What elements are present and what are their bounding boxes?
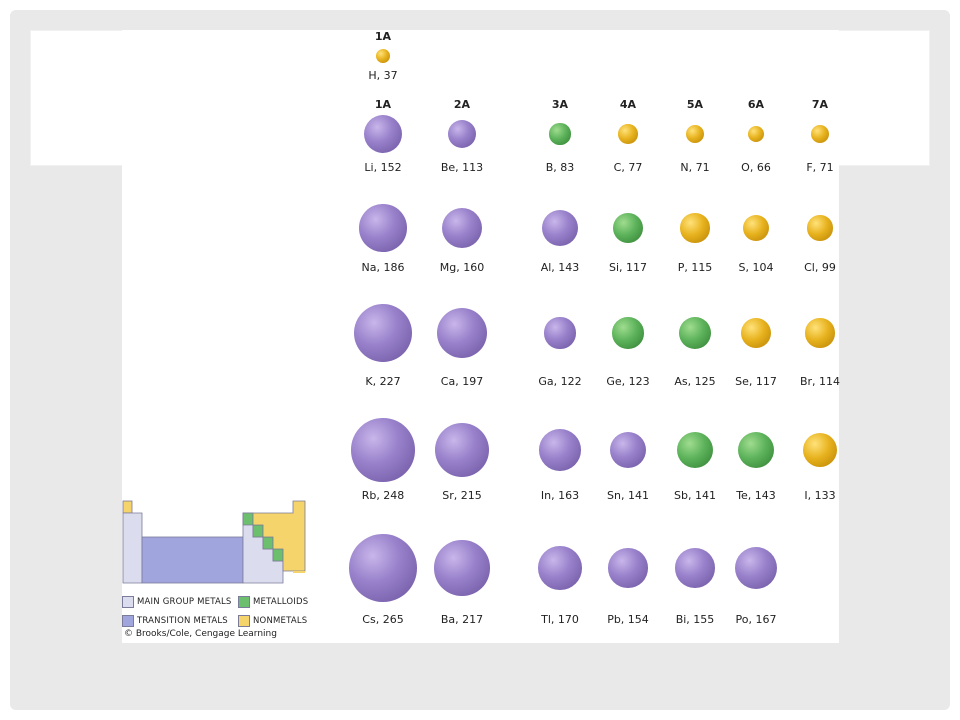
group-header-7a: 7A	[811, 98, 829, 111]
atom-label-in: In, 163	[540, 489, 580, 502]
atom-label-se: Se, 117	[735, 375, 777, 388]
atom-c	[618, 124, 638, 144]
atom-br	[805, 318, 835, 348]
legend-swatch-main-group	[122, 596, 134, 608]
atom-label-b: B, 83	[545, 161, 575, 174]
mini-periodic-table-icon	[122, 500, 306, 584]
atom-ga	[544, 317, 576, 349]
atom-label-n: N, 71	[680, 161, 710, 174]
atom-k	[354, 304, 412, 362]
atom-label-k: K, 227	[365, 375, 401, 388]
atom-label-po: Po, 167	[735, 613, 777, 626]
group-header-h: 1A	[374, 30, 392, 43]
atom-label-ge: Ge, 123	[606, 375, 650, 388]
group-header-3a: 3A	[551, 98, 569, 111]
atom-ca	[436, 307, 488, 359]
atom-li	[363, 114, 403, 154]
atom-label-o: O, 66	[741, 161, 771, 174]
atom-cl	[807, 215, 833, 241]
atom-s	[742, 214, 770, 242]
atom-label-br: Br, 114	[799, 375, 841, 388]
group-header-6a: 6A	[747, 98, 765, 111]
group-header-4a: 4A	[619, 98, 637, 111]
atom-label-ca: Ca, 197	[440, 375, 484, 388]
atom-sb	[677, 432, 713, 468]
atom-sn	[610, 432, 646, 468]
atom-label-s: S, 104	[738, 261, 774, 274]
atom-label-te: Te, 143	[736, 489, 776, 502]
atom-i	[803, 433, 837, 467]
group-header-2a: 2A	[453, 98, 471, 111]
atom-label-ga: Ga, 122	[538, 375, 582, 388]
atom-label-bi: Bi, 155	[675, 613, 715, 626]
atom-tl	[538, 546, 582, 590]
atom-label-sr: Sr, 215	[442, 489, 482, 502]
legend-swatch-metalloids	[238, 596, 250, 608]
legend-metalloids: METALLOIDS	[253, 597, 309, 607]
atom-label-sb: Sb, 141	[674, 489, 716, 502]
group-header-1a: 1A	[374, 98, 392, 111]
atom-label-h: H, 37	[368, 69, 398, 82]
atom-p	[680, 213, 710, 243]
atom-po	[734, 546, 778, 590]
atom-label-be: Be, 113	[440, 161, 484, 174]
atom-te	[737, 431, 775, 469]
atom-label-f: F, 71	[806, 161, 834, 174]
atom-label-ba: Ba, 217	[440, 613, 484, 626]
atom-label-p: P, 115	[677, 261, 713, 274]
atom-mg	[441, 207, 483, 249]
legend-swatch-nonmetals	[238, 615, 250, 627]
atom-na	[359, 204, 407, 252]
atom-label-sn: Sn, 141	[607, 489, 649, 502]
atom-label-mg: Mg, 160	[439, 261, 485, 274]
atom-bi	[675, 548, 715, 588]
group-header-5a: 5A	[686, 98, 704, 111]
atomic-radii-figure: H, 37 Li, 152 Be, 113 B, 83 C, 77 N, 71 O, 66 F…	[122, 30, 840, 643]
atom-n	[685, 124, 705, 144]
atom-o	[747, 125, 765, 143]
atom-rb	[351, 418, 415, 482]
legend-swatch-transition	[122, 615, 134, 627]
atom-ge	[612, 317, 644, 349]
atom-se	[741, 318, 771, 348]
atom-h	[376, 49, 390, 63]
atom-label-pb: Pb, 154	[607, 613, 649, 626]
legend-transition-metals: TRANSITION METALS	[137, 616, 228, 626]
atom-as	[679, 317, 711, 349]
atom-in	[539, 429, 581, 471]
atom-label-na: Na, 186	[361, 261, 405, 274]
atom-label-si: Si, 117	[608, 261, 648, 274]
atom-sr	[434, 422, 490, 478]
atom-al	[541, 209, 579, 247]
atom-b	[549, 123, 571, 145]
atom-label-as: As, 125	[674, 375, 716, 388]
atom-label-li: Li, 152	[364, 161, 402, 174]
atom-label-cl: Cl, 99	[804, 261, 836, 274]
atom-ba	[434, 540, 490, 596]
legend-nonmetals: NONMETALS	[253, 616, 308, 626]
atom-be	[447, 119, 477, 149]
atom-label-cs: Cs, 265	[362, 613, 404, 626]
atom-label-tl: Tl, 170	[541, 613, 579, 626]
atom-pb	[608, 548, 648, 588]
copyright-credit: © Brooks/Cole, Cengage Learning	[124, 629, 277, 639]
atom-label-c: C, 77	[613, 161, 643, 174]
atom-cs	[349, 534, 417, 602]
atom-f	[810, 124, 830, 144]
atom-label-rb: Rb, 248	[361, 489, 405, 502]
atom-label-i: I, 133	[804, 489, 836, 502]
legend-main-group-metals: MAIN GROUP METALS	[137, 597, 232, 607]
atom-si	[613, 213, 643, 243]
atom-label-al: Al, 143	[540, 261, 580, 274]
